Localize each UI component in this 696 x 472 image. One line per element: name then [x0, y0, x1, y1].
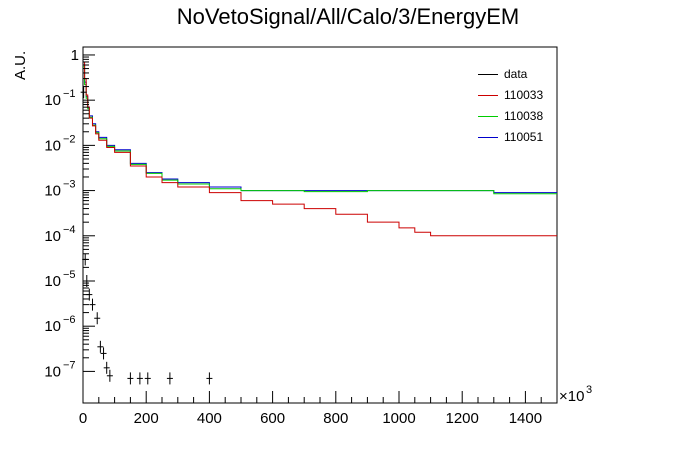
- legend: data 110033 110038 110051: [468, 64, 558, 148]
- y-tick-label: 10: [44, 92, 61, 109]
- x-tick-label: 1000: [382, 410, 415, 427]
- chart-title: NoVetoSignal/All/Calo/3/EnergyEM: [176, 4, 520, 29]
- legend-label: 110051: [504, 130, 544, 144]
- legend-entry-110051: 110051: [468, 127, 558, 148]
- y-tick-label: 10: [44, 137, 61, 154]
- y-tick-exponent: −5: [63, 269, 76, 281]
- x-tick-label: 400: [197, 410, 222, 427]
- legend-entry-data: data: [468, 64, 558, 85]
- y-tick-exponent: −7: [63, 359, 76, 371]
- x-axis-multiplier-exponent: 3: [586, 384, 592, 396]
- y-tick-exponent: −4: [63, 224, 76, 236]
- legend-entry-110033: 110033: [468, 85, 558, 106]
- legend-label: 110033: [504, 88, 544, 102]
- y-tick-exponent: −2: [63, 133, 76, 145]
- legend-label: 110038: [504, 109, 544, 123]
- y-tick-label: 10: [44, 273, 61, 290]
- y-tick-exponent: −3: [63, 179, 76, 191]
- series-line-110038: [83, 66, 557, 195]
- x-axis-multiplier: ×10: [559, 388, 584, 405]
- x-tick-label: 800: [323, 410, 348, 427]
- legend-swatch: [478, 95, 498, 96]
- series-line-110033: [83, 61, 557, 237]
- legend-swatch: [478, 137, 498, 138]
- y-tick-label: 10: [44, 318, 61, 335]
- x-tick-label: 1400: [509, 410, 542, 427]
- legend-swatch: [478, 74, 498, 75]
- y-tick-exponent: −6: [63, 314, 76, 326]
- y-tick-label: 10: [44, 183, 61, 200]
- x-tick-label: 0: [79, 410, 87, 427]
- y-tick-label: 10: [44, 363, 61, 380]
- y-tick-exponent: −1: [63, 88, 76, 100]
- legend-entry-110038: 110038: [468, 106, 558, 127]
- legend-label: data: [504, 67, 528, 81]
- y-tick-label: 10: [44, 228, 61, 245]
- y-tick-label: 1: [71, 47, 79, 64]
- legend-swatch: [478, 116, 498, 117]
- x-tick-label: 200: [134, 410, 159, 427]
- x-tick-label: 600: [260, 410, 285, 427]
- x-tick-label: 1200: [446, 410, 479, 427]
